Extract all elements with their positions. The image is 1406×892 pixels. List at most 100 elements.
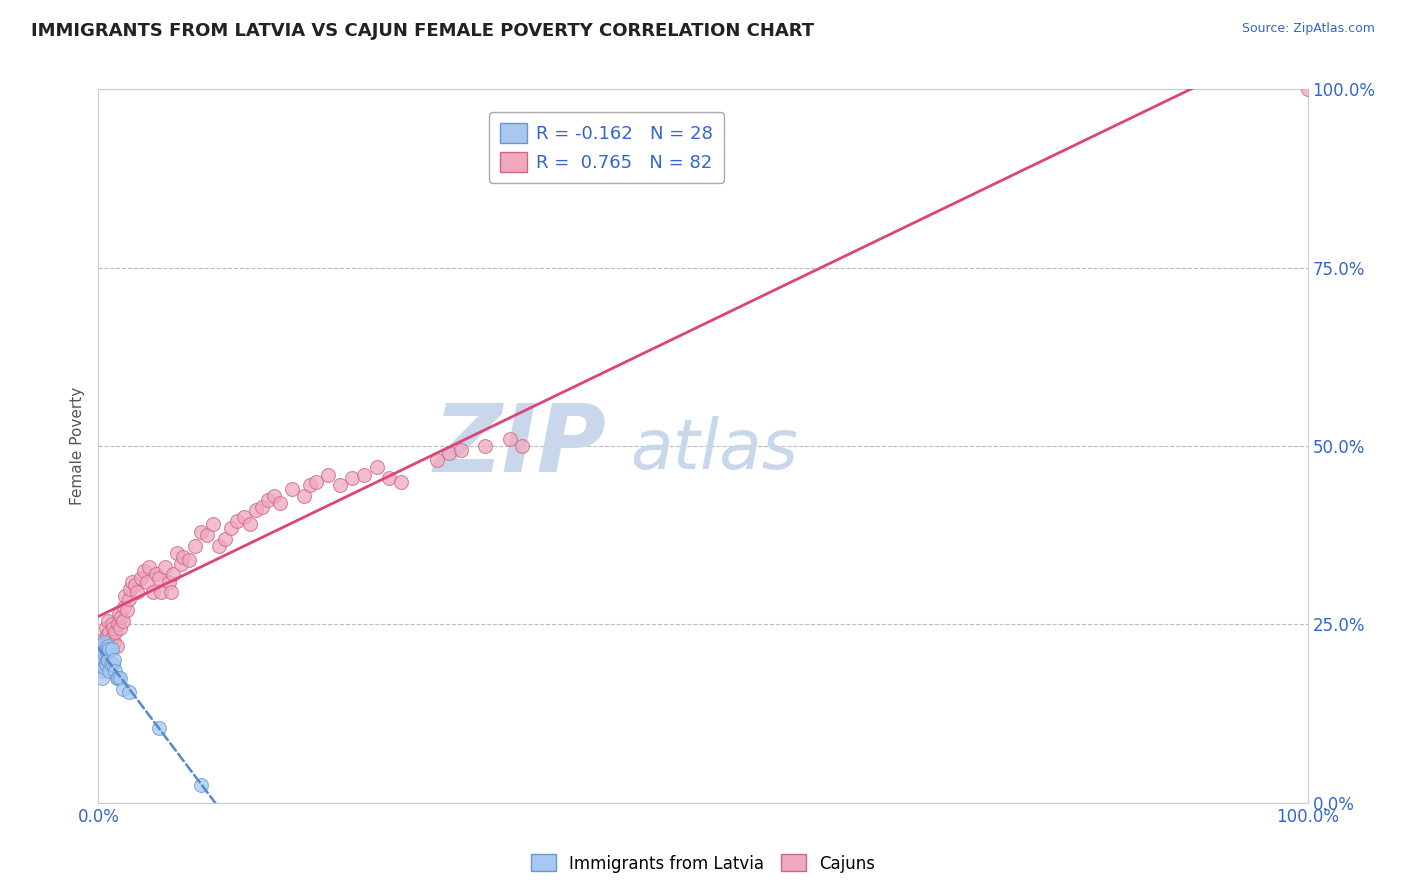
Point bbox=[94, 635, 117, 649]
Point bbox=[366, 460, 388, 475]
Point bbox=[135, 574, 157, 589]
Point bbox=[329, 478, 352, 492]
Point bbox=[239, 517, 262, 532]
Point bbox=[100, 632, 122, 646]
Point bbox=[100, 657, 122, 671]
Point bbox=[121, 574, 143, 589]
Point bbox=[281, 482, 304, 496]
Point bbox=[98, 657, 121, 671]
Point bbox=[124, 578, 146, 592]
Point bbox=[179, 553, 201, 567]
Point bbox=[250, 500, 273, 514]
Point bbox=[107, 671, 129, 685]
Point bbox=[91, 639, 114, 653]
Point bbox=[160, 585, 183, 599]
Point bbox=[97, 639, 120, 653]
Point bbox=[232, 510, 254, 524]
Point bbox=[245, 503, 267, 517]
Point bbox=[107, 617, 129, 632]
Point bbox=[110, 610, 132, 624]
Point bbox=[353, 467, 375, 482]
Point bbox=[437, 446, 460, 460]
Point bbox=[202, 517, 225, 532]
Point bbox=[226, 514, 249, 528]
Point bbox=[112, 599, 135, 614]
Point bbox=[169, 557, 191, 571]
Point bbox=[138, 560, 160, 574]
Point bbox=[93, 657, 115, 671]
Point bbox=[134, 564, 156, 578]
Point bbox=[103, 653, 125, 667]
Point bbox=[93, 660, 115, 674]
Point bbox=[166, 546, 188, 560]
Point bbox=[299, 478, 322, 492]
Point bbox=[108, 607, 131, 621]
Point bbox=[100, 642, 122, 657]
Point bbox=[305, 475, 328, 489]
Point bbox=[474, 439, 496, 453]
Point bbox=[96, 628, 118, 642]
Point bbox=[221, 521, 243, 535]
Point bbox=[94, 621, 117, 635]
Point bbox=[118, 582, 141, 596]
Point bbox=[190, 524, 212, 539]
Point bbox=[214, 532, 236, 546]
Point bbox=[97, 653, 120, 667]
Point bbox=[510, 439, 533, 453]
Point bbox=[153, 560, 176, 574]
Point bbox=[100, 642, 122, 657]
Text: IMMIGRANTS FROM LATVIA VS CAJUN FEMALE POVERTY CORRELATION CHART: IMMIGRANTS FROM LATVIA VS CAJUN FEMALE P… bbox=[31, 22, 814, 40]
Point bbox=[96, 653, 118, 667]
Point bbox=[145, 567, 167, 582]
Point bbox=[105, 671, 128, 685]
Y-axis label: Female Poverty: Female Poverty bbox=[70, 387, 86, 505]
Point bbox=[342, 471, 364, 485]
Point bbox=[426, 453, 449, 467]
Point bbox=[377, 471, 399, 485]
Text: ZIP: ZIP bbox=[433, 400, 606, 492]
Point bbox=[90, 653, 112, 667]
Point bbox=[97, 635, 120, 649]
Point bbox=[93, 646, 115, 660]
Point bbox=[172, 549, 194, 564]
Point bbox=[117, 603, 139, 617]
Point bbox=[103, 635, 125, 649]
Point bbox=[157, 574, 180, 589]
Point bbox=[389, 475, 412, 489]
Point bbox=[105, 639, 128, 653]
Point bbox=[195, 528, 218, 542]
Point bbox=[94, 642, 117, 657]
Point bbox=[96, 646, 118, 660]
Point bbox=[498, 432, 520, 446]
Point bbox=[148, 721, 170, 735]
Point bbox=[101, 657, 124, 671]
Text: Source: ZipAtlas.com: Source: ZipAtlas.com bbox=[1241, 22, 1375, 36]
Point bbox=[97, 614, 120, 628]
Legend: Immigrants from Latvia, Cajuns: Immigrants from Latvia, Cajuns bbox=[524, 847, 882, 880]
Point bbox=[101, 621, 124, 635]
Point bbox=[263, 489, 285, 503]
Point bbox=[316, 467, 339, 482]
Legend: R = -0.162   N = 28, R =  0.765   N = 82: R = -0.162 N = 28, R = 0.765 N = 82 bbox=[489, 112, 724, 183]
Point bbox=[108, 671, 131, 685]
Point bbox=[91, 653, 114, 667]
Point bbox=[96, 646, 118, 660]
Point bbox=[91, 639, 114, 653]
Text: atlas: atlas bbox=[630, 416, 799, 483]
Point bbox=[91, 642, 114, 657]
Point bbox=[98, 664, 121, 678]
Point bbox=[91, 642, 114, 657]
Point bbox=[100, 617, 122, 632]
Point bbox=[1296, 82, 1319, 96]
Point bbox=[90, 664, 112, 678]
Point bbox=[93, 635, 115, 649]
Point bbox=[184, 539, 207, 553]
Point bbox=[208, 539, 231, 553]
Point bbox=[450, 442, 472, 457]
Point bbox=[292, 489, 315, 503]
Point bbox=[142, 585, 165, 599]
Point bbox=[93, 632, 115, 646]
Point bbox=[162, 567, 184, 582]
Point bbox=[256, 492, 278, 507]
Point bbox=[150, 585, 173, 599]
